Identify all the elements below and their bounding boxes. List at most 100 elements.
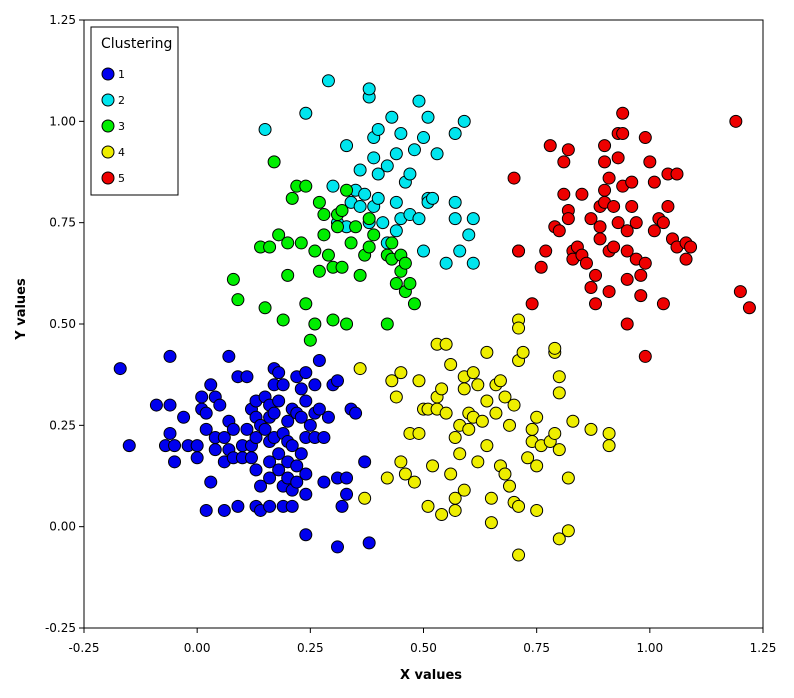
data-point [616, 106, 630, 120]
data-point [729, 114, 743, 128]
x-tick-label: 1.00 [636, 641, 663, 655]
data-point [226, 422, 240, 436]
data-point [742, 301, 756, 315]
data-point [312, 264, 326, 278]
data-point [371, 167, 385, 181]
data-point [240, 422, 254, 436]
data-point [231, 293, 245, 307]
legend-marker [101, 93, 115, 107]
data-point [263, 240, 277, 254]
data-point [552, 443, 566, 457]
data-point [299, 179, 313, 193]
data-point [575, 187, 589, 201]
data-point [548, 341, 562, 355]
data-point [611, 151, 625, 165]
data-point [258, 301, 272, 315]
data-point [503, 418, 517, 432]
data-point [656, 216, 670, 230]
data-point [240, 370, 254, 384]
data-point [403, 276, 417, 290]
legend-marker [101, 171, 115, 185]
data-point [285, 439, 299, 453]
data-point [598, 139, 612, 153]
data-point [394, 366, 408, 380]
data-point [534, 260, 548, 274]
data-point [444, 467, 458, 481]
data-point [552, 224, 566, 238]
data-point [317, 475, 331, 489]
data-point [276, 378, 290, 392]
data-point [457, 114, 471, 128]
data-point [163, 426, 177, 440]
data-point [439, 337, 453, 351]
data-point [421, 499, 435, 513]
data-point [376, 216, 390, 230]
x-axis-label: X values [400, 668, 462, 683]
data-point [362, 82, 376, 96]
data-point [285, 191, 299, 205]
data-point [426, 191, 440, 205]
data-point [503, 479, 517, 493]
data-point [453, 244, 467, 258]
data-point [385, 374, 399, 388]
data-point [389, 276, 403, 290]
y-tick-label: 1.00 [49, 114, 76, 128]
data-point [353, 268, 367, 282]
data-point [412, 374, 426, 388]
data-point [647, 224, 661, 238]
data-point [195, 390, 209, 404]
y-tick-label: 0.50 [49, 317, 76, 331]
data-point [394, 455, 408, 469]
data-point [149, 398, 163, 412]
data-point [389, 224, 403, 238]
data-point [362, 212, 376, 226]
data-point [525, 297, 539, 311]
data-point [484, 491, 498, 505]
data-point [272, 394, 286, 408]
data-point [358, 455, 372, 469]
data-point [367, 151, 381, 165]
data-point [462, 228, 476, 242]
legend-marker [101, 145, 115, 159]
data-point [466, 212, 480, 226]
data-point [335, 260, 349, 274]
data-point [326, 313, 340, 327]
data-point [299, 297, 313, 311]
data-point [199, 503, 213, 517]
data-point [480, 394, 494, 408]
data-point [380, 317, 394, 331]
data-point [299, 106, 313, 120]
y-axis-ticks: -0.25 0.00 0.25 0.50 0.75 1.00 1.25 [45, 13, 84, 635]
data-point [620, 317, 634, 331]
data-point [448, 195, 462, 209]
data-point [122, 439, 136, 453]
data-point [330, 220, 344, 234]
data-point [647, 175, 661, 189]
data-point [435, 508, 449, 522]
data-point [602, 426, 616, 440]
data-point [493, 374, 507, 388]
data-point [371, 191, 385, 205]
data-point [267, 406, 281, 420]
data-point [303, 333, 317, 347]
data-point [407, 143, 421, 157]
data-point [168, 439, 182, 453]
data-point [294, 382, 308, 396]
data-point [512, 321, 526, 335]
data-point [380, 471, 394, 485]
x-tick-label: 0.50 [410, 641, 437, 655]
legend-marker [101, 67, 115, 81]
data-point [448, 430, 462, 444]
data-point [530, 459, 544, 473]
data-point [593, 232, 607, 246]
data-point [539, 244, 553, 258]
data-point [389, 390, 403, 404]
data-point [584, 212, 598, 226]
data-point [484, 516, 498, 530]
data-point [317, 208, 331, 222]
data-point [199, 406, 213, 420]
x-tick-label: -0.25 [68, 641, 99, 655]
data-point [679, 252, 693, 266]
